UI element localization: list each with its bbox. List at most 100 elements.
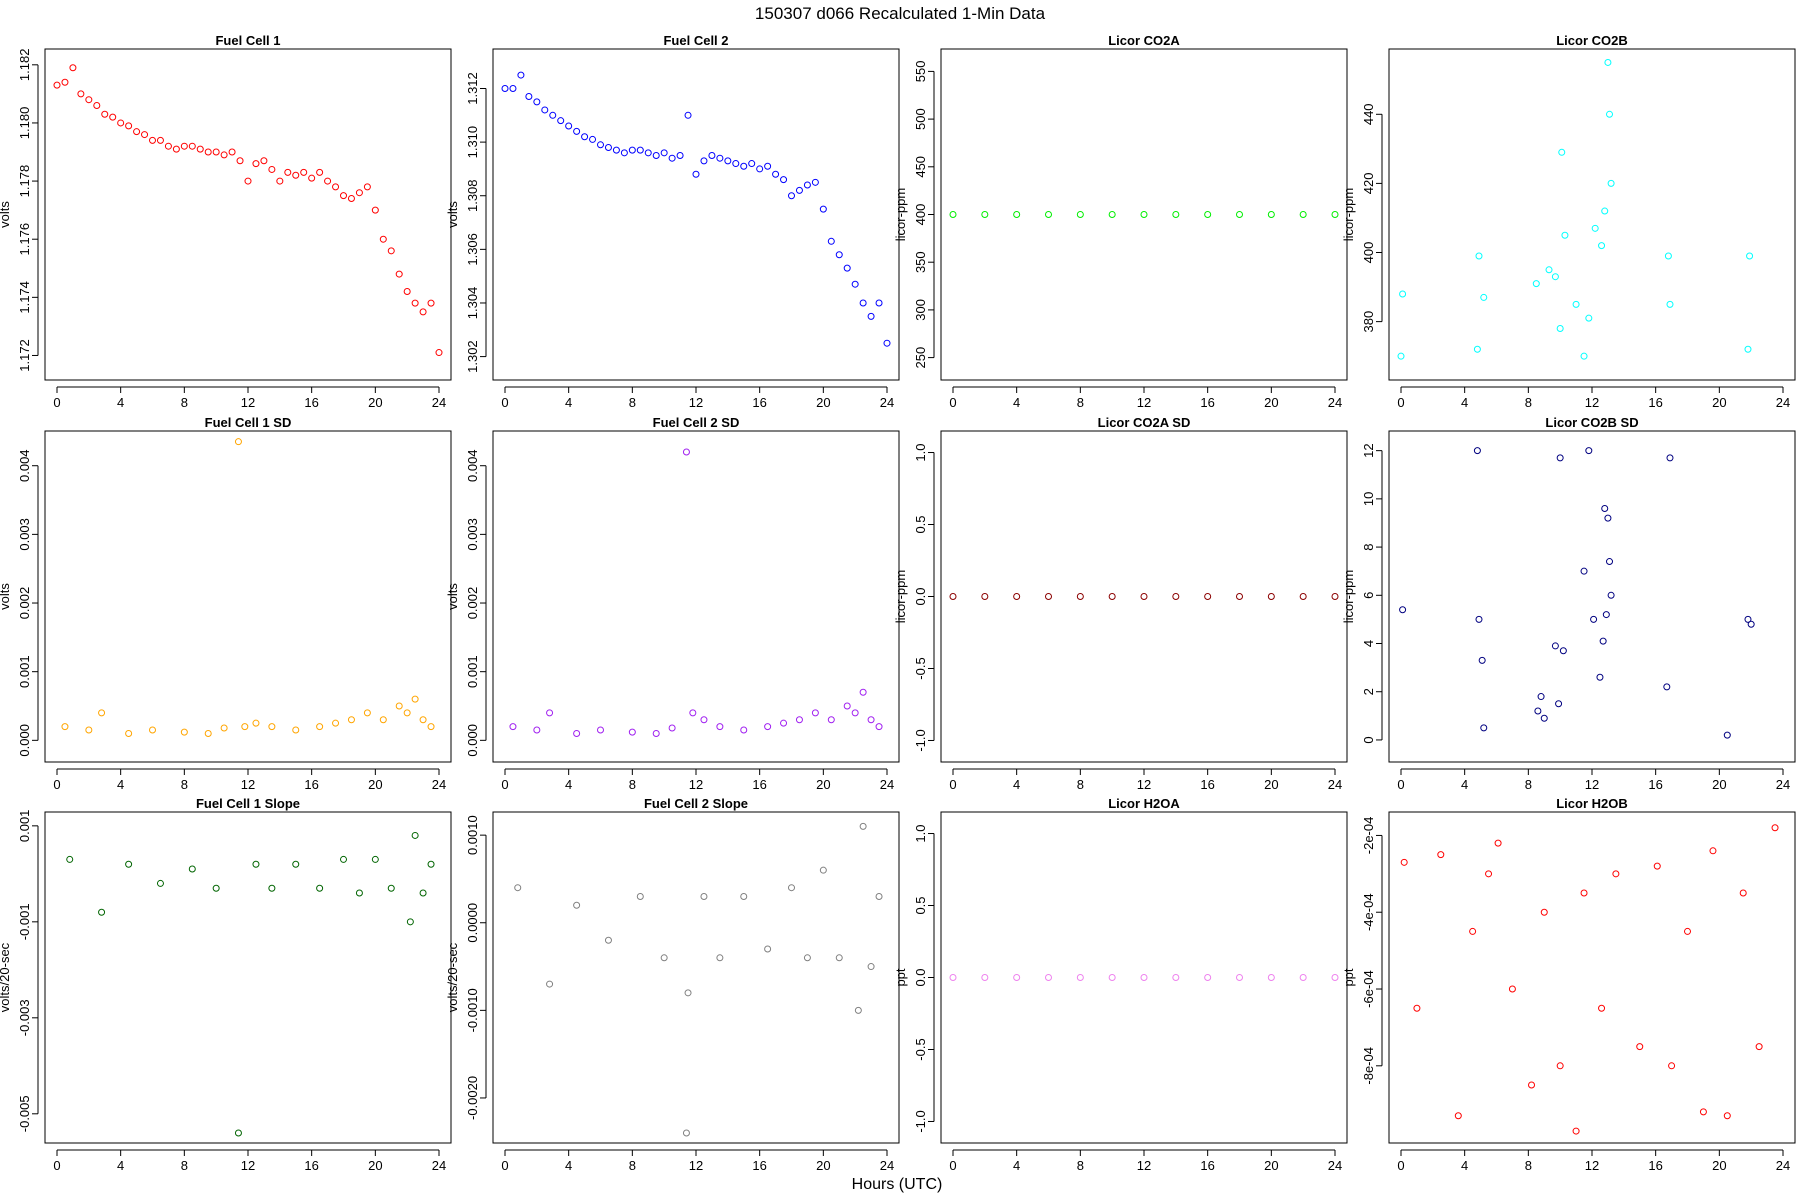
- data-point: [644, 149, 652, 157]
- series-points: [514, 822, 883, 1137]
- data-point: [981, 211, 989, 218]
- data-point: [292, 171, 300, 179]
- y-axis: 0.000 0.001 0.002 0.003 0.004: [465, 449, 487, 757]
- y-tick-label: 12: [1361, 443, 1376, 457]
- data-point: [1771, 824, 1779, 832]
- data-point: [1494, 839, 1502, 847]
- y-tick-label: 400: [1361, 242, 1376, 264]
- data-point: [652, 729, 660, 737]
- data-point: [340, 192, 347, 200]
- data-point: [1454, 1112, 1462, 1120]
- x-tick-label: 20: [816, 1158, 830, 1173]
- data-point: [1585, 314, 1593, 322]
- data-point: [1076, 211, 1084, 218]
- x-tick-label: 16: [752, 1158, 766, 1173]
- panel-title: Licor CO2A: [1108, 33, 1180, 48]
- data-point: [1534, 707, 1542, 715]
- y-tick-label: 0.004: [465, 449, 480, 482]
- y-tick-label: 1.180: [17, 107, 32, 140]
- x-tick-label: 24: [432, 777, 446, 792]
- y-tick-label: 6: [1361, 592, 1376, 599]
- figure-title: 150307 d066 Recalculated 1-Min Data: [755, 4, 1046, 23]
- data-point: [1045, 211, 1052, 218]
- data-point: [411, 695, 419, 703]
- data-point: [1602, 611, 1610, 619]
- x-tick-label: 20: [1712, 395, 1726, 410]
- data-point: [355, 889, 363, 897]
- data-point: [1601, 207, 1609, 215]
- data-point: [517, 71, 525, 79]
- data-point: [514, 884, 522, 892]
- x-axis: 0 4 8 12 16 20 24: [949, 386, 1342, 410]
- data-point: [419, 889, 427, 897]
- data-point: [435, 349, 443, 357]
- data-point: [1723, 731, 1731, 739]
- x-tick-label: 0: [53, 1158, 60, 1173]
- data-point: [1599, 637, 1607, 645]
- data-point: [1585, 447, 1593, 455]
- data-point: [212, 884, 220, 892]
- data-point: [1559, 647, 1567, 655]
- x-tick-label: 12: [1585, 395, 1599, 410]
- plot-frame: [940, 48, 1348, 381]
- data-point: [581, 133, 589, 141]
- data-point: [411, 299, 419, 307]
- data-point: [867, 716, 875, 724]
- data-point: [180, 142, 188, 150]
- data-point: [1076, 974, 1084, 981]
- y-tick-label: 0.000: [465, 724, 480, 757]
- data-point: [53, 81, 61, 89]
- y-tick-label: 1.0: [913, 443, 928, 461]
- data-point: [220, 151, 228, 159]
- data-point: [546, 980, 554, 988]
- panel-11: Licor H2OA 0 4 8 12 16 20 24 -1.0 -0.5 0.0 0.5 1.0 pp…: [893, 796, 1348, 1173]
- y-axis: -0.005 -0.003 -0.001 0.001: [17, 810, 39, 1132]
- data-point: [292, 860, 300, 868]
- series-points: [949, 593, 1339, 600]
- data-point: [1437, 851, 1445, 859]
- data-point: [740, 892, 748, 900]
- x-tick-label: 12: [689, 1158, 703, 1173]
- data-point: [379, 716, 387, 724]
- series-points: [949, 211, 1339, 218]
- x-axis: 0 4 8 12 16 20 24: [53, 1149, 446, 1173]
- panel-title: Licor CO2B SD: [1545, 415, 1638, 430]
- data-point: [260, 157, 268, 165]
- data-point: [1478, 656, 1486, 664]
- data-point: [1045, 974, 1052, 981]
- x-tick-label: 12: [241, 1158, 255, 1173]
- data-point: [1598, 242, 1606, 250]
- data-point: [604, 936, 612, 944]
- y-axis-label: volts: [445, 583, 460, 610]
- data-point: [1746, 252, 1754, 260]
- data-point: [387, 247, 395, 255]
- y-tick-label: -0.001: [17, 903, 32, 940]
- y-tick-label: 2: [1361, 688, 1376, 695]
- data-point: [756, 165, 764, 173]
- y-tick-label: -8e-04: [1361, 1047, 1376, 1085]
- y-tick-label: 380: [1361, 311, 1376, 333]
- y-axis: -8e-04 -6e-04 -4e-04 -2e-04: [1361, 817, 1383, 1085]
- data-point: [156, 136, 164, 144]
- x-axis: 0 4 8 12 16 20 24: [53, 768, 446, 792]
- panel-5: Fuel Cell 1 SD 0 4 8 12 16 20 24 0.000 0.001 0.002…: [0, 415, 452, 792]
- data-point: [716, 954, 724, 962]
- y-tick-label: 10: [1361, 492, 1376, 506]
- plot-frame: [44, 48, 452, 381]
- y-tick-label: 500: [913, 108, 928, 130]
- panel-1: Fuel Cell 10 4 8 12 16 20 241.1721.1741.1761.1…: [0, 33, 452, 410]
- plot-frame: [1388, 48, 1796, 381]
- x-tick-label: 20: [816, 777, 830, 792]
- y-tick-label: 350: [913, 251, 928, 273]
- data-point: [125, 122, 133, 130]
- y-tick-label: -4e-04: [1361, 893, 1376, 931]
- data-point: [419, 308, 427, 316]
- y-tick-label: 0.003: [465, 518, 480, 551]
- y-tick-label: 1.172: [17, 339, 32, 372]
- x-tick-label: 12: [1585, 1158, 1599, 1173]
- data-point: [252, 719, 260, 727]
- data-point: [700, 892, 708, 900]
- x-axis: 0 4 8 12 16 20 24: [501, 768, 894, 792]
